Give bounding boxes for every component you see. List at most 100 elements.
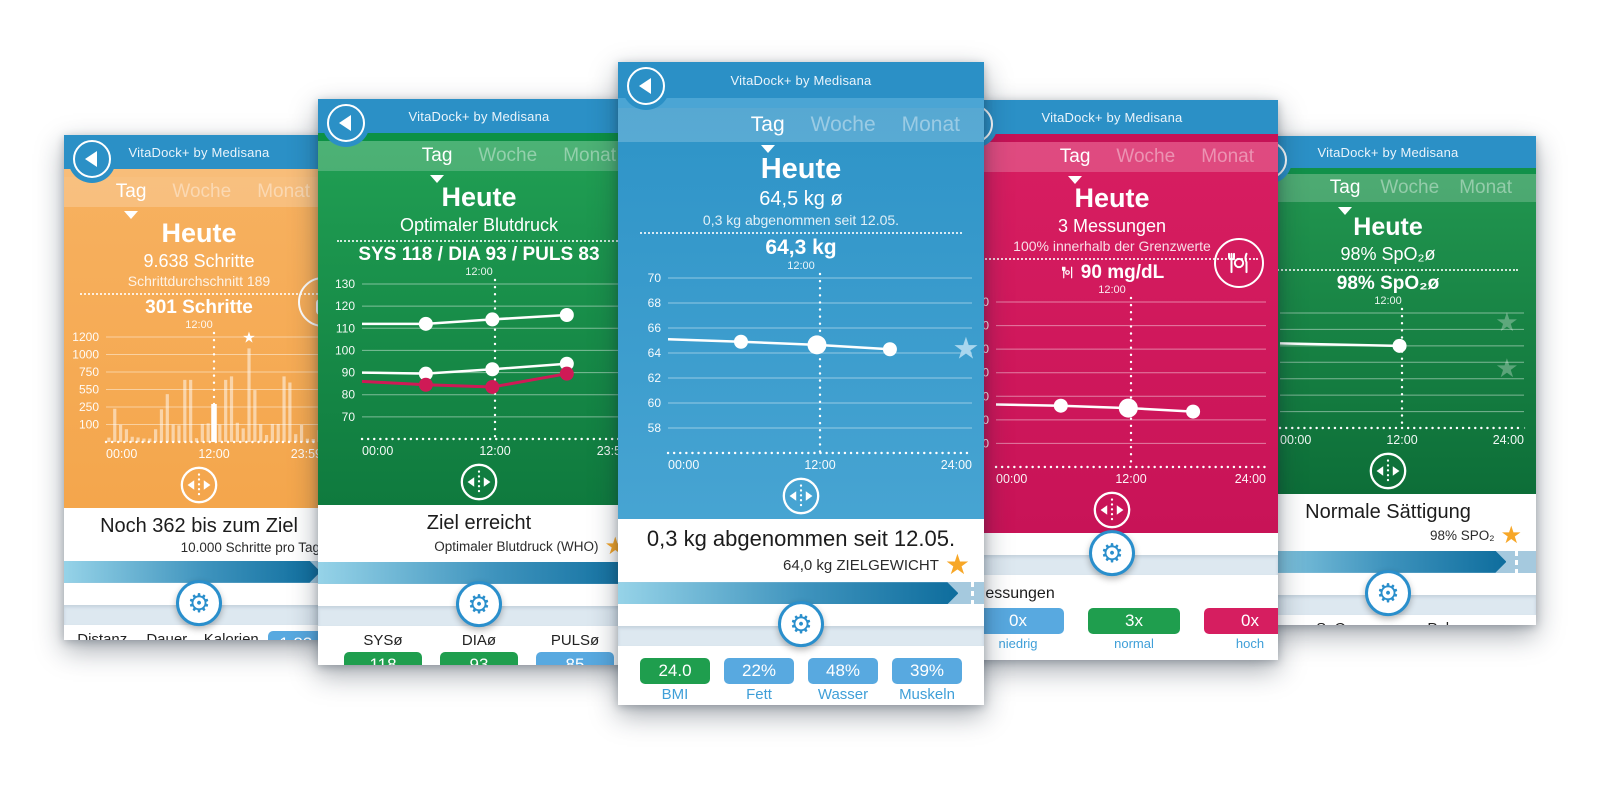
pan-handle-icon — [782, 477, 820, 515]
goal-subtitle-row: 10.000 Schritte pro Tag — [78, 540, 320, 555]
spo2-line-chart[interactable]: ★ ★ 00:00 12:00 24:00 — [1240, 307, 1536, 452]
app-title: VitaDock+ by Medisana — [730, 72, 872, 88]
blood-pressure-panel: Tag Woche Monat Heute Optimaler Blutdruc… — [318, 133, 640, 505]
selected-value: SYS 118 / DIA 93 / PULS 83 — [358, 243, 600, 265]
app-header: VitaDock+ by Medisana — [618, 62, 984, 105]
gear-icon: ⚙ — [1100, 537, 1124, 568]
goal-subtitle-row: 64,0 kg ZIELGEWICHT ★ — [632, 550, 970, 578]
tab-monat[interactable]: Monat — [901, 113, 960, 136]
stat-fett: 22% Fett — [724, 658, 794, 703]
tab-woche[interactable]: Woche — [172, 181, 232, 202]
tab-monat[interactable]: Monat — [1459, 177, 1512, 198]
selected-value: 301 Schritte — [145, 296, 253, 318]
weight-panel: Tag Woche Monat Heute 64,5 kg ø 0,3 kg a… — [618, 98, 984, 519]
tab-woche[interactable]: Woche — [810, 113, 876, 136]
back-button[interactable] — [327, 104, 365, 142]
spo2-summary: Heute 98% SpO₂ø 98% SpO₂ø 12:00 — [1240, 202, 1536, 307]
app-header: VitaDock+ by Medisana — [1240, 136, 1536, 179]
tab-woche[interactable]: Woche — [1380, 177, 1440, 198]
svg-text:00:00: 00:00 — [106, 447, 137, 461]
tab-tag[interactable]: Tag — [1059, 146, 1091, 184]
weight-line-chart[interactable]: 70 68 66 64 62 60 58 ★ 00:00 12:00 24:00 — [618, 272, 984, 477]
stat-value-badge: 3x — [1088, 607, 1180, 634]
page-title: Heute — [441, 182, 517, 212]
tab-woche[interactable]: Woche — [1116, 146, 1176, 167]
screen-spo2: VitaDock+ by Medisana Tag Woche Monat He… — [1240, 136, 1536, 625]
steps-total: 9.638 Schritte — [143, 250, 255, 271]
svg-text:★: ★ — [1495, 307, 1518, 337]
period-tabs: Tag Woche Monat — [618, 108, 984, 153]
svg-text:★: ★ — [1495, 352, 1518, 382]
gear-icon: ⚙ — [1376, 577, 1400, 608]
steps-bar-chart[interactable]: 1200 1000 750 550 250 100 ★ 00:00 12:00 23:59 — [64, 331, 334, 466]
pan-handle-icon — [1369, 452, 1407, 489]
accent-strip — [64, 169, 334, 177]
steps-average: Schrittdurchschnitt 189 — [127, 272, 271, 289]
svg-text:100: 100 — [79, 417, 99, 431]
page-title: Heute — [161, 218, 237, 248]
svg-text:68: 68 — [648, 296, 662, 310]
svg-text:24:00: 24:00 — [1493, 433, 1524, 447]
app-header: VitaDock+ by Medisana — [318, 99, 640, 142]
svg-text:1000: 1000 — [72, 347, 99, 361]
stat-value-badge: 1.83 — [267, 630, 324, 640]
svg-text:24:00: 24:00 — [1235, 472, 1266, 486]
svg-text:00:00: 00:00 — [362, 444, 393, 458]
settings-button[interactable]: ⚙ — [456, 580, 502, 627]
back-icon — [77, 151, 97, 167]
goal-progress-bar — [64, 560, 334, 583]
pan-handle[interactable] — [1240, 452, 1536, 489]
accent-strip — [946, 134, 1278, 142]
tab-monat[interactable]: Monat — [1201, 146, 1254, 167]
stat-hoch: 0x hoch — [1204, 607, 1278, 651]
tab-monat[interactable]: Monat — [257, 181, 310, 202]
stat-value-badge: 24.0 — [640, 658, 710, 685]
goal-title: Ziel erreicht — [426, 511, 532, 534]
stats-row: SpO₂ 97 % Puls 70 bpm — [1240, 614, 1536, 625]
stat-value-badge: 85 — [536, 651, 614, 665]
measurement-count: 3 Messungen — [1057, 215, 1167, 236]
stats-row: Distanz 8,7 km Dauer 05:03 h Kalorien 34… — [64, 624, 334, 640]
selected-time: 12:00 — [1098, 283, 1126, 296]
dotted-separator — [1257, 268, 1519, 271]
settings-button[interactable]: ⚙ — [1089, 529, 1135, 576]
pan-handle[interactable] — [64, 466, 334, 504]
goal-star-icon: ★ — [1500, 521, 1522, 549]
pan-handle[interactable] — [618, 477, 984, 515]
svg-text:58: 58 — [648, 421, 662, 435]
tab-monat[interactable]: Monat — [563, 145, 616, 166]
bp-status: Optimaler Blutdruck — [399, 214, 559, 235]
settings-button[interactable]: ⚙ — [778, 601, 824, 648]
progress-marker — [1515, 550, 1519, 573]
selected-value: 90 mg/dL — [946, 262, 1278, 284]
tab-tag[interactable]: Tag — [115, 181, 147, 219]
stat-value-badge: 0x — [972, 607, 1064, 634]
tab-tag[interactable]: Tag — [750, 113, 785, 153]
back-button[interactable] — [627, 67, 665, 105]
screen-weight: VitaDock+ by Medisana Tag Woche Monat He… — [618, 62, 984, 705]
tab-tag[interactable]: Tag — [1329, 177, 1361, 215]
settings-button[interactable]: ⚙ — [1365, 569, 1411, 616]
pan-handle[interactable] — [946, 491, 1278, 529]
period-tabs: Tag Woche Monat — [64, 177, 334, 219]
glucose-panel: Tag Woche Monat Heute 3 Messungen 100% i… — [946, 134, 1278, 533]
accent-strip — [618, 98, 984, 108]
dotted-separator — [965, 257, 1259, 260]
tab-tag[interactable]: Tag — [421, 145, 453, 183]
back-button[interactable] — [73, 140, 111, 178]
stat-kalorien-aktiv: Kalorien 343 Aktive — [203, 631, 260, 640]
tab-woche[interactable]: Woche — [478, 145, 538, 166]
in-range-percent: 100% innerhalb der Grenzwerte — [1013, 237, 1211, 254]
pan-handle[interactable] — [318, 463, 640, 501]
svg-text:12:00: 12:00 — [1386, 433, 1417, 447]
back-icon — [631, 78, 651, 94]
goal-subtitle-row: Optimaler Blutdruck (WHO) ★ — [332, 534, 626, 558]
goal-strip: 0,3 kg abgenommen seit 12.05. 64,0 kg ZI… — [618, 518, 984, 583]
selected-time: 12:00 — [1374, 294, 1402, 307]
steps-summary: Heute 9.638 Schritte Schrittdurchschnitt… — [64, 207, 334, 331]
settings-button[interactable]: ⚙ — [176, 579, 222, 626]
dotted-separator — [80, 292, 318, 295]
stat-muskeln: 39% Muskeln — [892, 658, 962, 703]
